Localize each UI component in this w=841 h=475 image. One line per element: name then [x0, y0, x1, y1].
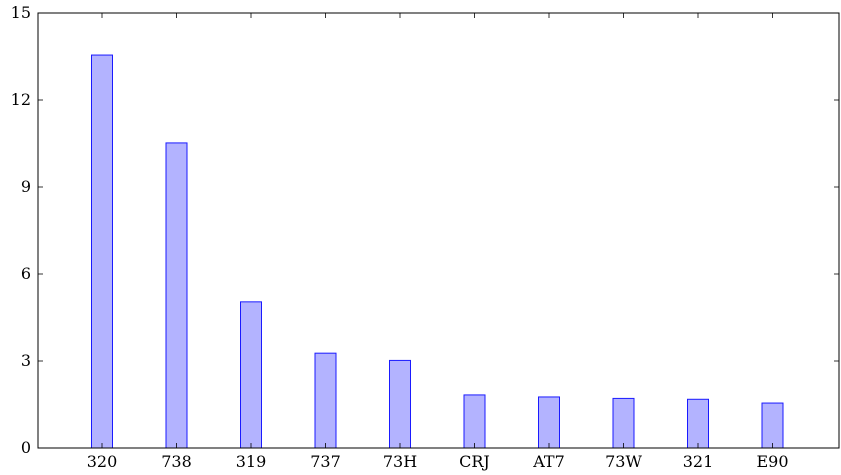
y-tick-label-15: 15: [11, 3, 31, 22]
x-tick-label-CRJ: CRJ: [459, 452, 490, 471]
plot-frame: [37, 12, 840, 449]
x-tick-label-738: 738: [161, 452, 192, 471]
bar-E90: [761, 402, 784, 449]
y-tick-label-6: 6: [21, 264, 31, 283]
x-tick-label-73W: 73W: [605, 452, 642, 471]
x-tick-label-319: 319: [236, 452, 267, 471]
y-tick-label-12: 12: [11, 90, 31, 109]
bar-73H: [389, 359, 411, 449]
bar-737: [314, 352, 337, 449]
x-tick-label-E90: E90: [756, 452, 788, 471]
bar-321: [687, 398, 709, 449]
x-axis-ticks: 320 738 319 737 73H CRJ AT7 73W 321 E90: [87, 13, 789, 471]
y-tick-label-0: 0: [21, 438, 31, 457]
x-tick-label-73H: 73H: [383, 452, 417, 471]
bar-AT7: [538, 396, 560, 449]
y-tick-label-3: 3: [21, 351, 31, 370]
x-tick-label-AT7: AT7: [532, 452, 565, 471]
y-tick-label-9: 9: [21, 177, 31, 196]
x-tick-label-320: 320: [87, 452, 118, 471]
bar-CRJ: [463, 394, 486, 449]
y-axis-ticks: 0 3 6 9 12 15: [11, 3, 839, 457]
bar-738: [165, 142, 188, 449]
x-tick-label-321: 321: [683, 452, 714, 471]
x-tick-label-737: 737: [310, 452, 341, 471]
bar-320: [91, 54, 113, 449]
bar-73W: [612, 397, 635, 449]
bars-group: [91, 54, 784, 449]
bar-319: [240, 301, 262, 449]
